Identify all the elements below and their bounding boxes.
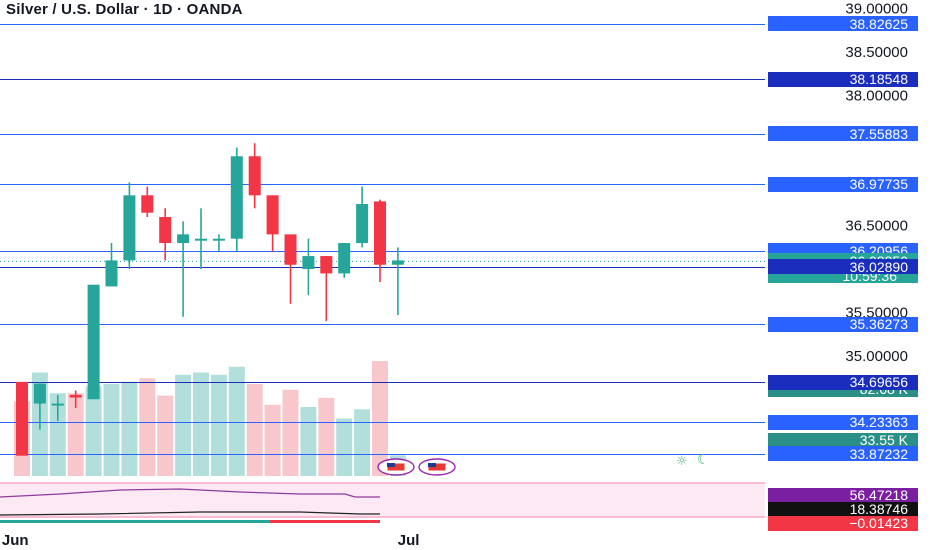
level-price-label: 38.82625 — [850, 16, 909, 32]
volume-bar — [228, 366, 245, 476]
date-label: Jun — [2, 532, 29, 549]
level-price-label-box — [768, 177, 918, 192]
indicator-oscillator-line — [0, 488, 380, 498]
candle-body[interactable] — [141, 195, 154, 213]
candle-body[interactable] — [284, 234, 297, 265]
trend-strip-down — [270, 520, 380, 523]
price-tick-label: 39.00000 — [845, 1, 908, 18]
indicator-value-label-box — [768, 516, 918, 531]
volume-bar — [246, 384, 263, 476]
volume-bar — [210, 374, 227, 476]
candle-body[interactable] — [105, 260, 118, 287]
volume-bar — [264, 404, 281, 476]
candle-body[interactable] — [195, 238, 207, 241]
candle-body[interactable] — [69, 394, 82, 398]
candle-body[interactable] — [320, 256, 333, 274]
level-price-label: 36.02890 — [850, 259, 909, 275]
volume-bar — [67, 393, 84, 476]
candle-body[interactable] — [159, 217, 172, 244]
indicator-value-label-box — [768, 502, 918, 517]
price-tick-label: 35.00000 — [845, 348, 908, 365]
volume-bar — [300, 407, 317, 476]
indicator-value-label-box — [768, 488, 918, 503]
level-price-label: 35.36273 — [850, 316, 909, 332]
volume-bar — [139, 378, 156, 476]
level-price-label: 36.97735 — [850, 176, 909, 192]
level-price-label-box — [768, 259, 918, 274]
volume-bar — [336, 418, 353, 476]
level-price-label: 33.87232 — [850, 446, 909, 462]
indicator-pane — [0, 482, 765, 518]
flag-canton-icon — [387, 463, 395, 467]
candle-body[interactable] — [33, 383, 46, 404]
volume-bar — [282, 389, 299, 476]
level-price-label: 34.69656 — [850, 374, 909, 390]
chart-title: Silver / U.S. Dollar · 1D · OANDA — [6, 1, 243, 18]
trend-strip-up — [0, 520, 270, 523]
level-price-label-box — [768, 375, 918, 390]
level-price-label: 34.23363 — [850, 414, 909, 430]
candle-body[interactable] — [374, 201, 386, 265]
volume-bar — [372, 361, 388, 476]
volume-bar — [85, 386, 102, 476]
volume-bar — [103, 384, 120, 476]
level-price-label-box — [768, 446, 918, 461]
candle-body[interactable] — [248, 156, 261, 196]
candle-body[interactable] — [177, 234, 190, 244]
price-tick-label: 38.00000 — [845, 88, 908, 105]
candle-body[interactable] — [266, 195, 279, 235]
level-price-label: 37.55883 — [850, 126, 909, 142]
volume-bar — [354, 409, 371, 476]
level-price-label-box — [768, 126, 918, 141]
price-tick-label: 36.50000 — [845, 218, 908, 235]
moon-icon[interactable]: ☾ — [697, 452, 710, 468]
level-price-label-box — [768, 415, 918, 430]
volume-bar — [318, 397, 335, 476]
date-label: Jul — [398, 532, 420, 549]
candle-body[interactable] — [123, 195, 136, 261]
volume-value-label: 33.55 K — [860, 432, 909, 448]
candle-body[interactable] — [212, 238, 225, 241]
volume-bar — [193, 372, 209, 476]
candle-body[interactable] — [356, 203, 369, 244]
indicator-value-label: −0.01423 — [849, 515, 908, 531]
candle-body[interactable] — [338, 243, 351, 274]
flag-canton-icon — [428, 463, 436, 467]
indicator-value-label: 56.47218 — [850, 487, 909, 503]
volume-bar — [49, 393, 66, 476]
indicator-signal-line — [0, 511, 380, 516]
level-price-label-box — [768, 72, 918, 87]
candle-body[interactable] — [51, 403, 64, 406]
volume-bar — [175, 374, 192, 476]
candle-body[interactable] — [16, 381, 28, 456]
price-tick-label: 38.50000 — [845, 44, 908, 61]
level-price-label: 38.18548 — [850, 71, 909, 87]
volume-value-label-box — [768, 433, 918, 448]
sun-icon[interactable]: ☼ — [676, 454, 688, 469]
indicator-value-label: 18.38746 — [850, 501, 909, 517]
volume-bar — [157, 395, 174, 476]
candle-body[interactable] — [391, 260, 404, 265]
candle-body[interactable] — [230, 156, 243, 239]
candle-body[interactable] — [87, 284, 100, 400]
candle-body[interactable] — [302, 256, 315, 270]
volume-bar — [121, 381, 138, 476]
level-price-label-box — [768, 16, 918, 31]
level-price-label-box — [768, 317, 918, 332]
